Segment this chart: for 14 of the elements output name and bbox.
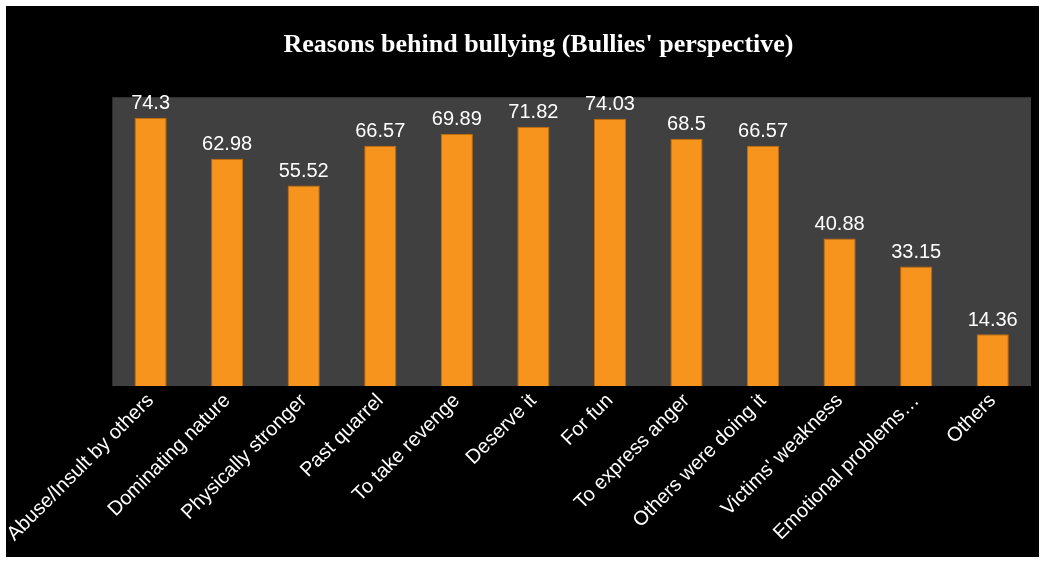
data-label: 66.57	[738, 119, 789, 142]
data-label: 66.57	[355, 119, 406, 142]
data-label: 74.03	[584, 92, 635, 115]
chart-title: Reasons behind bullying (Bullies' perspective)	[283, 29, 794, 59]
data-label: 62.98	[202, 132, 253, 155]
data-label: 68.5	[667, 112, 706, 135]
data-label: 69.89	[431, 107, 482, 130]
data-label: 40.88	[814, 211, 865, 234]
data-label: 14.36	[967, 307, 1018, 330]
data-label: 74.3	[131, 91, 171, 114]
data-label: 55.52	[278, 159, 329, 182]
data-label: 33.15	[891, 239, 942, 262]
data-label: 71.82	[508, 100, 559, 123]
x-tick-label: For fun	[556, 388, 617, 450]
